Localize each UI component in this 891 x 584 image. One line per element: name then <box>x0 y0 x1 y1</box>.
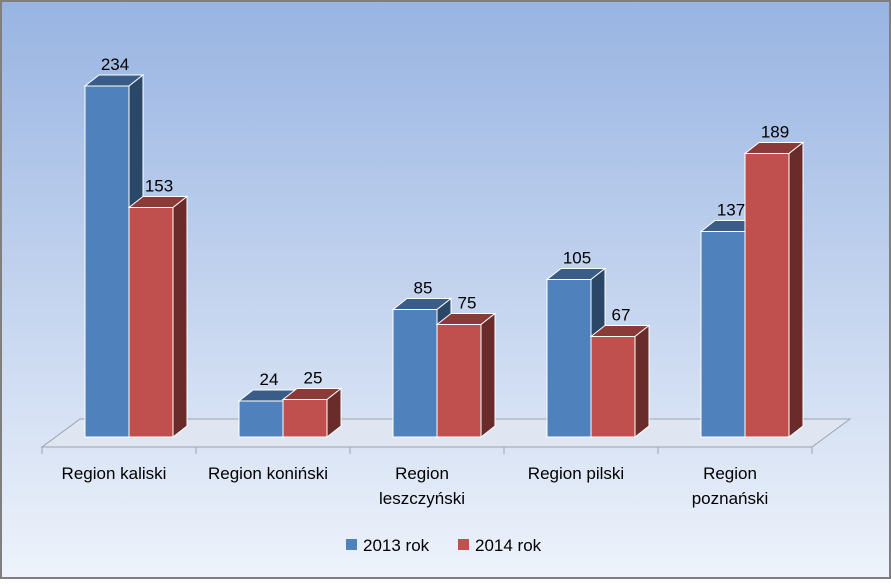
category-labels-group: Region kaliski Region koniński Region leszc… <box>62 464 769 508</box>
category-label: Region koniński <box>208 464 328 483</box>
data-label: 85 <box>414 279 433 298</box>
data-label: 75 <box>458 294 477 313</box>
bar-front <box>84 85 130 438</box>
data-label: 24 <box>260 370 279 389</box>
data-label: 67 <box>612 306 631 325</box>
bar-side <box>326 387 342 439</box>
data-label: 25 <box>304 369 323 388</box>
category-label: Region pilski <box>528 464 624 483</box>
legend-label: 2014 rok <box>475 536 542 555</box>
bar-front <box>700 231 746 438</box>
bar-front <box>546 279 592 438</box>
category-label: Region kaliski <box>62 464 167 483</box>
bar-side <box>480 312 496 439</box>
bars-group <box>83 73 805 439</box>
bar-side <box>172 195 188 439</box>
bar-front <box>744 153 790 438</box>
data-label: 153 <box>145 177 173 196</box>
bar <box>435 312 497 439</box>
bar-front <box>282 399 328 438</box>
bar-front <box>590 336 636 438</box>
category-label: Region <box>703 464 757 483</box>
data-labels-group: 234 153 24 25 85 75 105 67 137 189 <box>101 55 789 389</box>
bar-front <box>436 324 482 438</box>
legend-swatch <box>346 539 357 550</box>
bar <box>743 141 805 439</box>
bar-front <box>392 309 438 438</box>
data-label: 234 <box>101 55 129 74</box>
category-label: Region <box>395 464 449 483</box>
category-label: leszczyński <box>379 489 465 508</box>
data-label: 137 <box>717 201 745 220</box>
legend: 2013 rok 2014 rok <box>346 536 542 555</box>
bar <box>127 195 189 439</box>
legend-label: 2013 rok <box>363 536 430 555</box>
bar-front <box>128 207 174 438</box>
bar <box>589 324 651 439</box>
data-label: 189 <box>761 123 789 142</box>
data-label: 105 <box>563 249 591 268</box>
bar-front <box>238 400 284 438</box>
bar <box>281 387 343 439</box>
bar-side <box>788 141 804 439</box>
legend-swatch <box>458 539 469 550</box>
category-label: poznański <box>692 489 769 508</box>
bar-side <box>634 324 650 439</box>
